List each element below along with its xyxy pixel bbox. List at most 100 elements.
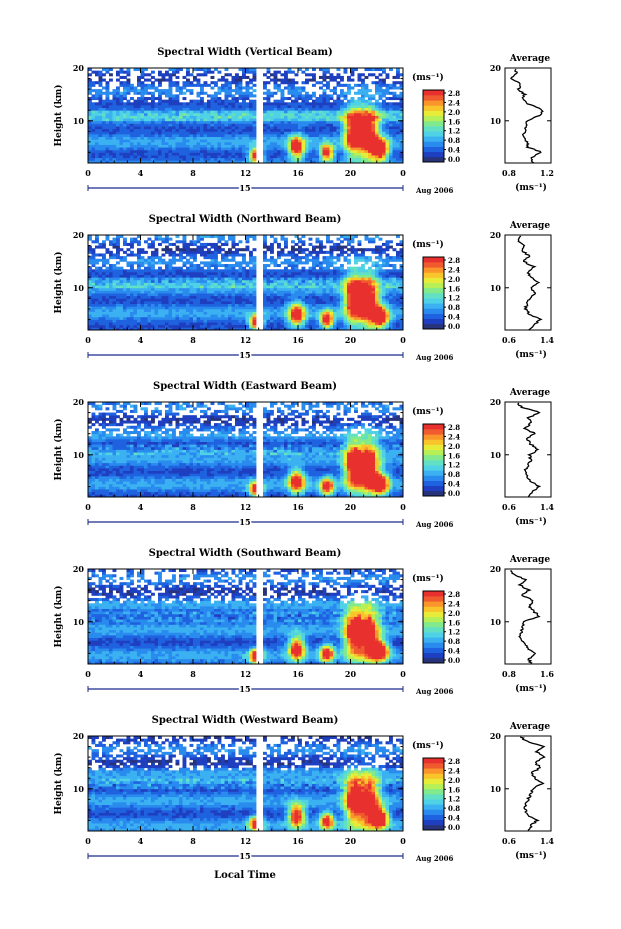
heatmap-cell bbox=[168, 128, 173, 132]
heatmap-cell bbox=[98, 271, 103, 275]
heatmap-cell bbox=[298, 128, 302, 132]
heatmap-cell bbox=[116, 245, 120, 249]
heatmap-cell bbox=[277, 104, 281, 108]
heatmap-cell bbox=[130, 290, 134, 294]
heatmap-cell bbox=[294, 303, 299, 307]
heatmap-cell bbox=[112, 256, 117, 260]
heatmap-cell bbox=[123, 160, 127, 164]
heatmap-cell bbox=[116, 128, 120, 132]
heatmap-cell bbox=[119, 133, 124, 138]
heatmap-cell bbox=[116, 319, 120, 323]
heatmap-cell bbox=[343, 123, 348, 127]
heatmap-cell bbox=[112, 141, 117, 145]
heatmap-cell bbox=[116, 242, 120, 246]
heatmap-cell bbox=[116, 306, 120, 310]
heatmap-0 bbox=[88, 68, 404, 164]
heatmap-cell bbox=[231, 75, 236, 79]
heatmap-cell bbox=[189, 277, 194, 281]
heatmap-cell bbox=[319, 314, 323, 318]
heatmap-cell bbox=[235, 147, 239, 151]
heatmap-cell bbox=[109, 264, 113, 268]
heatmap-cell bbox=[133, 157, 138, 161]
heatmap-cell bbox=[165, 266, 169, 270]
heatmap-cell bbox=[126, 264, 131, 268]
heatmap-cell bbox=[193, 316, 197, 320]
heatmap-cell bbox=[196, 83, 201, 87]
heatmap-cell bbox=[298, 327, 302, 331]
heatmap-cell bbox=[242, 277, 246, 281]
heatmap-cell bbox=[133, 319, 138, 323]
heatmap-cell bbox=[126, 322, 131, 326]
heatmap-cell bbox=[389, 91, 393, 95]
heatmap-cell bbox=[378, 144, 383, 148]
heatmap-cell bbox=[238, 282, 243, 286]
heatmap-cell bbox=[140, 157, 145, 161]
heatmap-cell bbox=[287, 89, 292, 93]
heatmap-cell bbox=[357, 120, 362, 124]
heatmap-cell bbox=[231, 300, 236, 305]
heatmap-cell bbox=[378, 73, 383, 77]
heatmap-cell bbox=[193, 242, 197, 246]
heatmap-cell bbox=[140, 83, 145, 87]
heatmap-cell bbox=[336, 83, 341, 87]
heatmap-cell bbox=[168, 91, 173, 95]
heatmap-cell bbox=[336, 311, 341, 315]
heatmap-cell bbox=[210, 152, 215, 156]
heatmap-cell bbox=[165, 149, 169, 153]
heatmap-cell bbox=[154, 293, 159, 297]
heatmap-cell bbox=[168, 139, 173, 143]
heatmap-cell bbox=[354, 102, 358, 106]
heatmap-cell bbox=[336, 279, 341, 283]
heatmap-cell bbox=[224, 99, 229, 103]
heatmap-cell bbox=[315, 102, 320, 106]
heatmap-cell bbox=[172, 274, 176, 278]
heatmap-cell bbox=[140, 123, 145, 127]
heatmap-cell bbox=[242, 120, 246, 124]
heatmap-cell bbox=[154, 89, 159, 93]
heatmap-cell bbox=[273, 107, 278, 111]
heatmap-cell bbox=[350, 68, 355, 72]
heatmap-cell bbox=[165, 319, 169, 323]
heatmap-cell bbox=[343, 70, 348, 74]
heatmap-cell bbox=[147, 136, 152, 140]
heatmap-cell bbox=[235, 264, 239, 268]
heatmap-cell bbox=[280, 322, 285, 326]
heatmap-cell bbox=[326, 285, 330, 289]
heatmap-cell bbox=[172, 285, 176, 289]
heatmap-cell bbox=[109, 290, 113, 294]
heatmap-cell bbox=[221, 110, 225, 114]
heatmap-cell bbox=[196, 94, 201, 98]
heatmap-cell bbox=[116, 70, 120, 74]
heatmap-cell bbox=[242, 147, 246, 151]
heatmap-cell bbox=[343, 152, 348, 156]
heatmap-cell bbox=[182, 271, 187, 275]
heatmap-cell bbox=[137, 123, 141, 127]
heatmap-cell bbox=[273, 131, 278, 135]
heatmap-cell bbox=[154, 152, 159, 156]
heatmap-cell bbox=[385, 91, 390, 95]
heatmap-cell bbox=[98, 118, 103, 122]
heatmap-cell bbox=[98, 104, 103, 108]
heatmap-cell bbox=[116, 155, 120, 159]
heatmap-cell bbox=[280, 319, 285, 323]
heatmap-cell bbox=[224, 264, 229, 268]
heatmap-cell bbox=[200, 285, 204, 289]
heatmap-cell bbox=[147, 327, 152, 331]
heatmap-cell bbox=[319, 139, 323, 143]
heatmap-cell bbox=[189, 147, 194, 151]
heatmap-cell bbox=[217, 141, 222, 145]
heatmap-cell bbox=[126, 316, 131, 320]
heatmap-cell bbox=[263, 149, 267, 153]
heatmap-cell bbox=[119, 102, 124, 106]
heatmap-cell bbox=[326, 250, 330, 254]
heatmap-cell bbox=[165, 152, 169, 156]
heatmap-cell bbox=[329, 306, 334, 310]
heatmap-cell bbox=[151, 123, 155, 127]
heatmap-cell bbox=[277, 282, 281, 286]
heatmap-cell bbox=[287, 81, 292, 85]
average-frame bbox=[504, 67, 552, 164]
heatmap-cell bbox=[102, 102, 106, 106]
heatmap-cell bbox=[266, 155, 271, 159]
heatmap-cell bbox=[189, 107, 194, 111]
heatmap-cell bbox=[329, 120, 334, 124]
